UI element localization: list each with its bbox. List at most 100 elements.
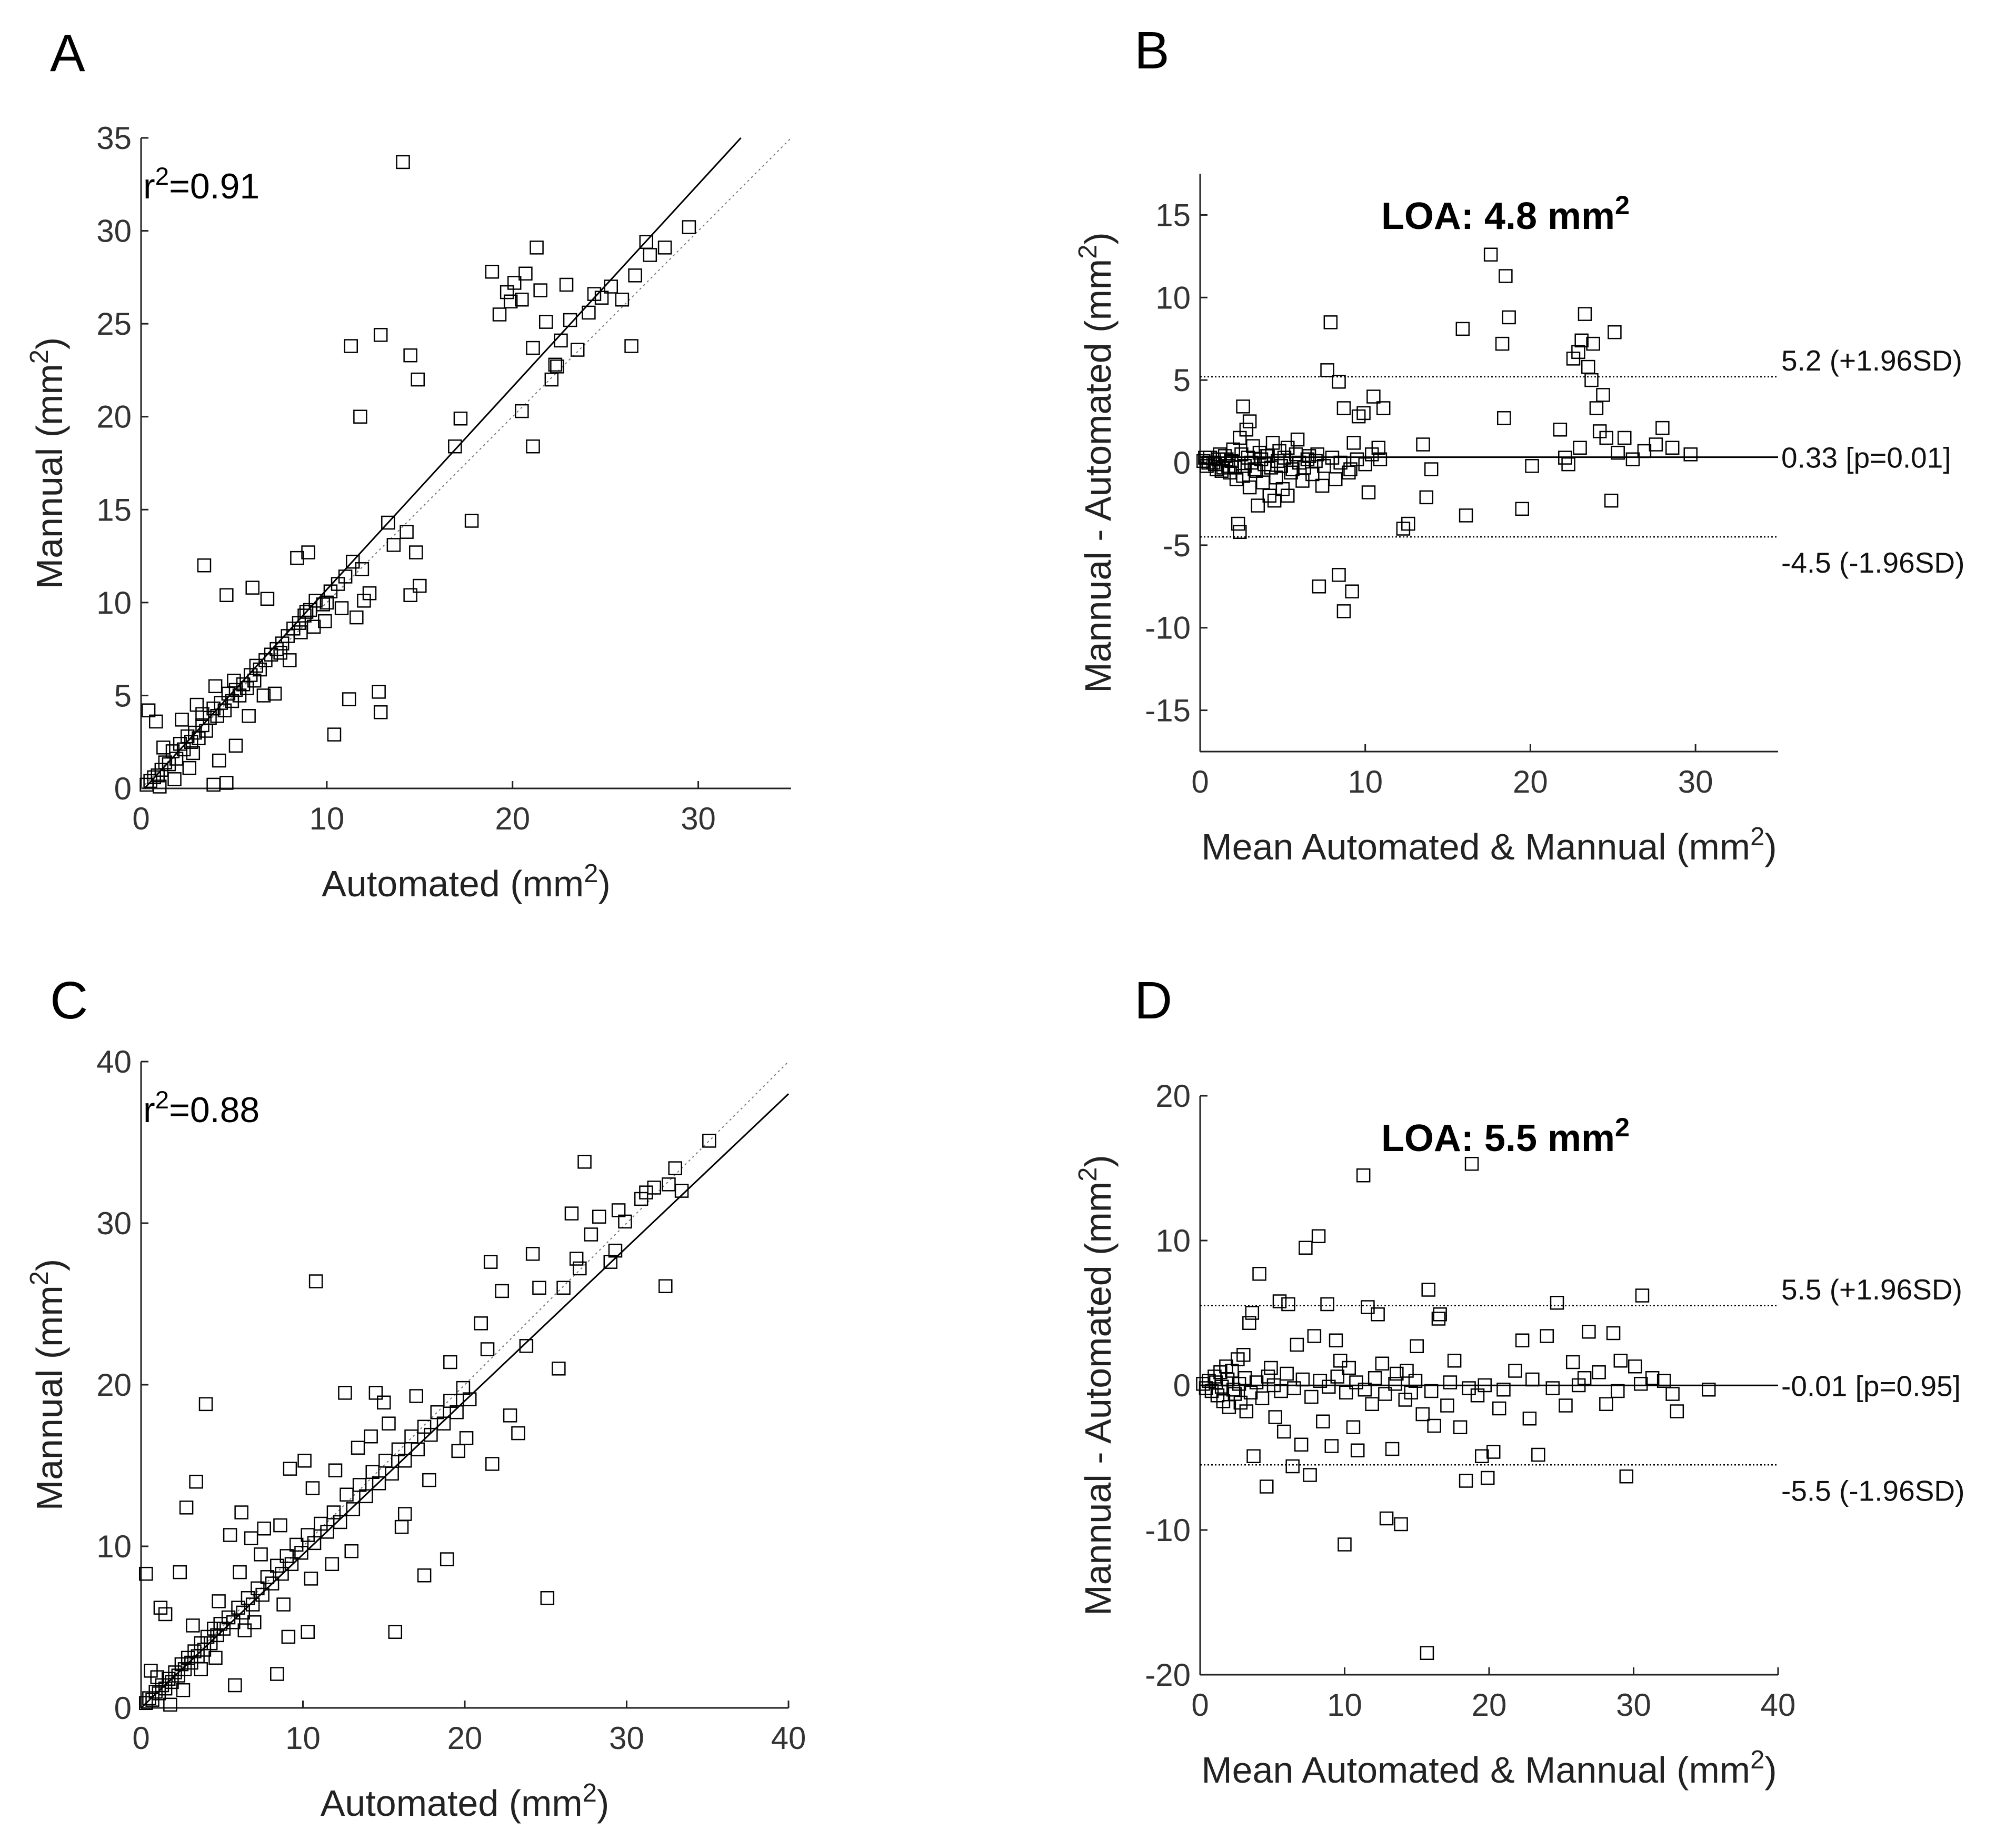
data-point [1320, 1297, 1334, 1312]
x-axis-label-sup: 2 [584, 859, 598, 888]
data-point [1611, 1384, 1625, 1398]
data-point [451, 1444, 465, 1458]
data-point [1287, 1381, 1301, 1395]
x-tick-label: 20 [1513, 764, 1548, 799]
data-point [577, 1155, 592, 1169]
data-point [532, 1281, 546, 1295]
data-point [143, 774, 157, 788]
data-point [1379, 1511, 1394, 1526]
data-point [1592, 1365, 1606, 1379]
y-tick-label: 20 [1155, 1078, 1191, 1114]
data-point [397, 1454, 412, 1468]
data-point [1571, 345, 1585, 359]
data-point [624, 339, 638, 353]
data-point [1596, 388, 1610, 402]
x-tick-label: 10 [309, 801, 344, 836]
x-axis-label: Automated (mm2) [321, 1779, 610, 1824]
data-point [422, 1473, 436, 1487]
data-point [552, 1362, 566, 1376]
data-point [1573, 441, 1587, 455]
data-point [503, 1408, 517, 1423]
data-point [1358, 1383, 1372, 1397]
data-point [1281, 488, 1295, 503]
data-point [1637, 444, 1652, 458]
data-point [1628, 1359, 1642, 1374]
data-point [564, 1206, 579, 1221]
data-point [495, 1284, 509, 1298]
y-tick-label: 20 [96, 399, 132, 435]
data-point [1366, 389, 1381, 404]
y-axis-label: Mannual (mm2) [25, 1259, 70, 1511]
data-point [448, 439, 462, 454]
data-points [139, 155, 696, 794]
data-point [519, 1339, 534, 1353]
data-point [1361, 1300, 1375, 1314]
data-point [1483, 247, 1498, 262]
data-point [453, 411, 468, 426]
data-point [1276, 1424, 1291, 1439]
data-point [150, 1670, 164, 1684]
data-point [148, 714, 163, 729]
data-point [254, 1547, 268, 1562]
x-axis-label-text: Automated (mm [322, 863, 584, 904]
data-point [1427, 1418, 1441, 1433]
data-point [1408, 1374, 1423, 1388]
data-point [270, 1667, 284, 1681]
data-point [1455, 322, 1470, 336]
y-axis-label-text: Mannual - Automated (mm [1077, 259, 1119, 693]
r-squared-label: r2=0.91 [143, 163, 260, 207]
data-point [344, 339, 358, 353]
data-point [227, 673, 241, 688]
y-tick-label: 10 [1155, 280, 1191, 315]
data-point [1581, 359, 1595, 374]
data-point [413, 578, 427, 593]
data-point [1582, 1325, 1596, 1339]
data-point [1525, 459, 1539, 473]
data-point [1394, 1517, 1408, 1532]
y-axis-label: Mannual (mm2) [25, 337, 70, 589]
data-point [411, 1442, 425, 1457]
data-point [1486, 1445, 1501, 1459]
data-point [257, 1521, 271, 1536]
data-point [346, 1502, 361, 1516]
data-point [1350, 1443, 1365, 1457]
data-point [1385, 1442, 1400, 1456]
y-tick-label: -15 [1145, 693, 1191, 728]
data-point [372, 1476, 386, 1491]
data-point [1502, 310, 1516, 325]
data-point [1645, 1371, 1660, 1385]
data-point [175, 713, 189, 727]
data-point [1373, 452, 1388, 466]
data-point [1317, 459, 1331, 473]
data-point [214, 696, 228, 710]
data-point [1604, 493, 1619, 508]
data-point [247, 673, 262, 688]
r-squared-sup: 2 [155, 1086, 169, 1114]
data-point [1665, 441, 1680, 455]
data-point [289, 1537, 304, 1552]
data-point [1453, 1420, 1468, 1434]
data-point [525, 1247, 540, 1261]
data-point [550, 359, 564, 374]
data-point [333, 1515, 347, 1529]
data-point [1311, 1229, 1326, 1243]
data-point [320, 595, 334, 610]
y-tick-label: 35 [96, 121, 132, 156]
data-point [1371, 1307, 1385, 1322]
data-point [1589, 401, 1604, 415]
data-point [189, 1474, 203, 1489]
panel-label-a: A [50, 24, 85, 83]
data-point [1346, 1420, 1361, 1434]
data-point [1416, 437, 1430, 452]
y-tick-label: 30 [96, 214, 132, 249]
data-point [618, 1214, 632, 1229]
data-point [372, 685, 386, 699]
data-point [668, 1161, 682, 1175]
data-point [299, 605, 314, 619]
data-point [1522, 1412, 1537, 1426]
data-point [518, 266, 533, 281]
data-point [245, 1597, 260, 1612]
data-point [270, 1558, 284, 1573]
data-point [156, 741, 171, 755]
